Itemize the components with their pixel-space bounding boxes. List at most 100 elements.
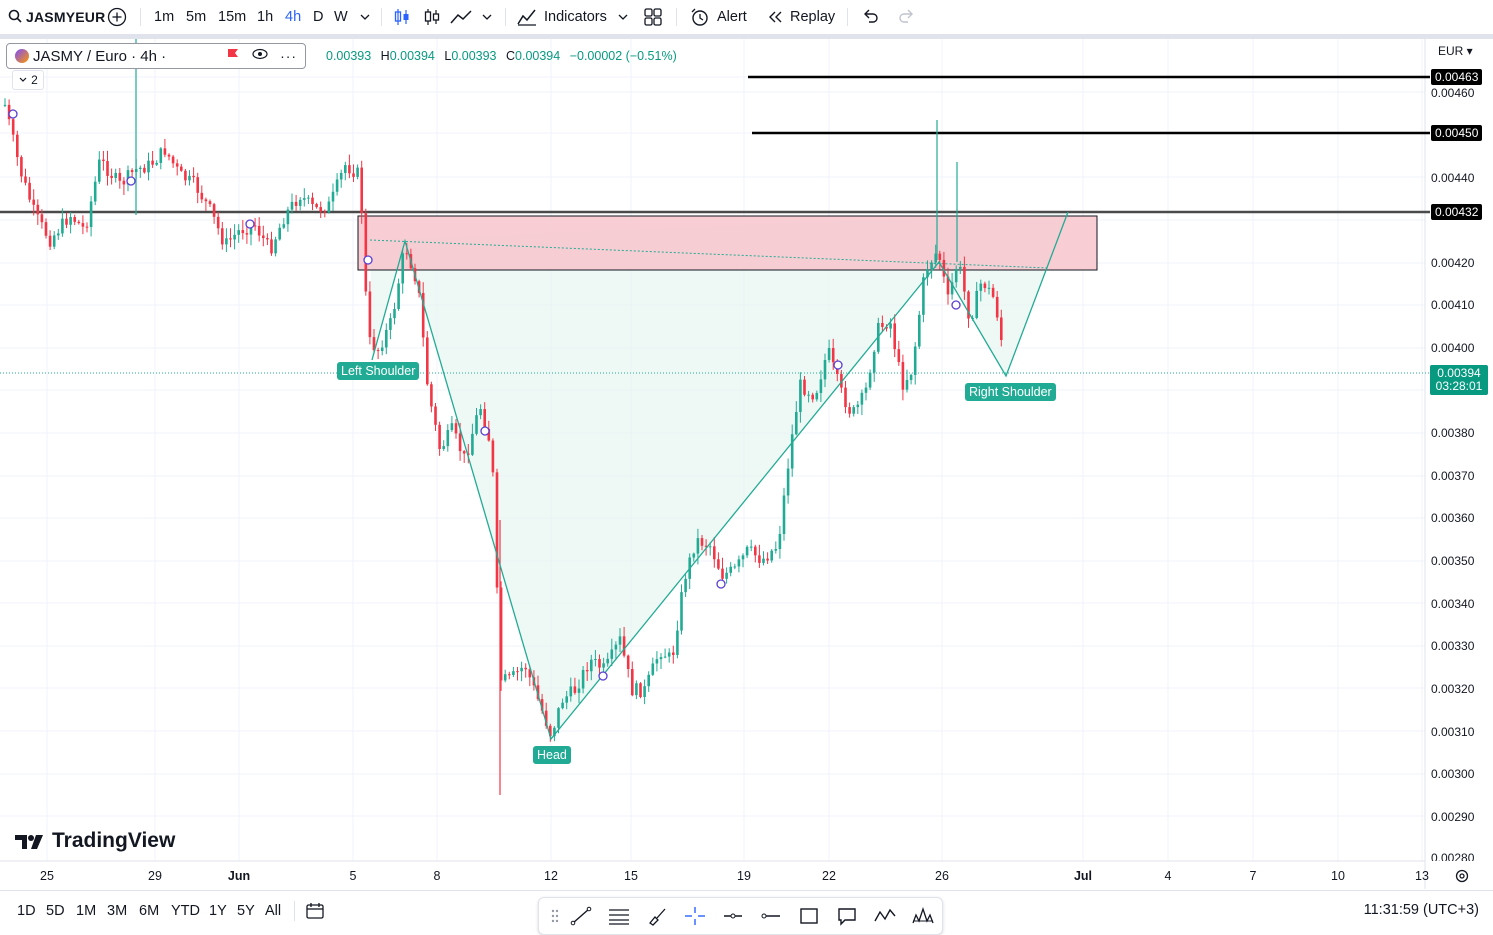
callout-icon[interactable] <box>835 906 859 926</box>
candles-chart-type-button[interactable] <box>393 0 411 34</box>
rectangle-icon[interactable] <box>797 906 821 926</box>
range-all[interactable]: All <box>265 903 282 919</box>
neckline[interactable] <box>369 239 1049 269</box>
line-chart-type-button[interactable] <box>449 0 473 34</box>
event-marker-icon[interactable] <box>598 671 608 681</box>
indicators-dropdown[interactable] <box>617 0 629 34</box>
candle-body <box>479 409 482 416</box>
horizontal-ray-icon[interactable] <box>721 906 745 926</box>
range-1m[interactable]: 1M <box>76 903 97 919</box>
event-marker-icon[interactable] <box>716 579 726 589</box>
date-label: 7 <box>1249 869 1257 883</box>
candle-body <box>208 201 212 205</box>
event-marker-icon[interactable] <box>8 109 18 119</box>
indicators-collapse-toggle[interactable]: 2 <box>12 70 44 90</box>
fib-retracement-icon[interactable] <box>607 906 631 926</box>
candle-body <box>475 415 478 434</box>
brush-icon[interactable] <box>645 906 669 926</box>
symbol-search[interactable]: JASMYEUR <box>8 0 105 34</box>
event-marker-icon[interactable] <box>833 360 843 370</box>
candle-body <box>139 167 142 169</box>
interval-15m[interactable]: 15m <box>218 9 247 25</box>
currency-selector[interactable]: EUR ▾ <box>1438 44 1473 58</box>
candle-body <box>446 430 450 447</box>
replay-button[interactable]: Replay <box>766 0 835 34</box>
ohlc-close: 0.00394 <box>515 49 561 63</box>
more-icon[interactable]: ··· <box>280 48 298 64</box>
crosshair-icon[interactable] <box>683 906 707 926</box>
range-3m[interactable]: 3M <box>107 903 128 919</box>
go-to-date-button[interactable] <box>305 901 325 926</box>
interval-4h[interactable]: 4h <box>285 9 302 25</box>
compare-add-button[interactable] <box>107 0 127 34</box>
symbol-legend[interactable]: JASMY / Euro · 4h · ··· <box>6 43 307 69</box>
drag-handle-icon[interactable] <box>543 906 567 926</box>
interval-w[interactable]: W <box>334 9 348 25</box>
candle-body <box>581 670 585 689</box>
candle-body <box>159 148 163 163</box>
range-ytd[interactable]: YTD <box>171 903 200 919</box>
range-1d[interactable]: 1D <box>17 903 36 919</box>
indicators-button[interactable]: Indicators <box>516 0 607 34</box>
indicator-count: 2 <box>31 73 38 87</box>
rewind-icon <box>769 11 782 23</box>
clock-timezone[interactable]: 11:31:59 (UTC+3) <box>1363 902 1479 918</box>
alert-button[interactable]: Alert <box>689 0 747 34</box>
candle-body <box>188 175 191 181</box>
candles-group <box>3 39 1003 795</box>
resistance-zone[interactable] <box>357 215 1098 271</box>
head-shoulders-tool-icon[interactable] <box>911 906 935 926</box>
event-marker-icon[interactable] <box>363 255 373 265</box>
range-1y[interactable]: 1Y <box>209 903 227 919</box>
range-6m[interactable]: 6M <box>139 903 160 919</box>
eye-icon[interactable] <box>252 47 268 65</box>
layouts-button[interactable] <box>643 0 663 34</box>
head-label[interactable]: Head <box>533 746 571 764</box>
flag-icon[interactable] <box>226 47 240 65</box>
date-label: 22 <box>822 869 836 883</box>
candle-body <box>737 559 741 567</box>
interval-1m[interactable]: 1m <box>154 9 175 25</box>
drawing-toolbar <box>538 897 943 935</box>
candle-body <box>253 225 257 227</box>
candle-body <box>815 392 819 400</box>
candle-body <box>274 239 277 254</box>
range-5d[interactable]: 5D <box>46 903 65 919</box>
candle-body <box>983 283 987 289</box>
horizontal-line-icon[interactable] <box>759 906 783 926</box>
event-marker-icon[interactable] <box>245 219 255 229</box>
candle-body <box>573 686 577 693</box>
redo-button[interactable] <box>897 0 917 34</box>
tradingview-logo[interactable]: TradingView <box>14 829 175 853</box>
chart-settings-button[interactable] <box>1454 868 1470 889</box>
event-marker-icon[interactable] <box>126 176 136 186</box>
left-shoulder-label[interactable]: Left Shoulder <box>337 362 420 380</box>
candle-body <box>516 671 519 673</box>
pattern-tool-icon[interactable] <box>873 906 897 926</box>
chart-type-dropdown[interactable] <box>481 0 493 34</box>
redo-icon <box>899 9 913 23</box>
bars-chart-type-button[interactable] <box>423 0 441 34</box>
head-shoulders-pattern-line[interactable] <box>371 211 1069 741</box>
candle-body <box>110 175 113 178</box>
range-5y[interactable]: 5Y <box>237 903 255 919</box>
trend-line-icon[interactable] <box>569 906 593 926</box>
candle-body <box>503 674 507 681</box>
interval-5m[interactable]: 5m <box>186 9 207 25</box>
candle-body <box>28 182 31 200</box>
interval-d[interactable]: D <box>313 9 324 25</box>
plus-circle-icon <box>107 7 127 27</box>
interval-dropdown[interactable] <box>359 0 371 34</box>
candle-body <box>163 148 167 155</box>
right-shoulder-label[interactable]: Right Shoulder <box>965 383 1056 401</box>
undo-button[interactable] <box>860 0 880 34</box>
candle-body <box>840 374 843 388</box>
candle-body <box>577 688 581 693</box>
event-marker-icon[interactable] <box>951 300 961 310</box>
interval-1h[interactable]: 1h <box>257 9 274 25</box>
event-marker-icon[interactable] <box>480 426 490 436</box>
candle-body <box>766 558 769 561</box>
candle-body <box>614 644 618 650</box>
candle-body <box>221 228 224 245</box>
